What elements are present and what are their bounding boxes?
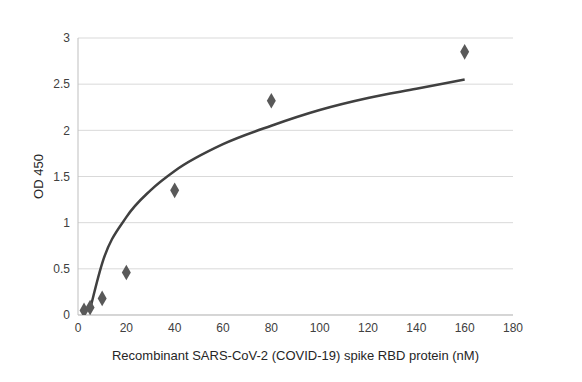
svg-text:120: 120 bbox=[358, 321, 378, 335]
svg-text:60: 60 bbox=[216, 321, 230, 335]
svg-text:140: 140 bbox=[406, 321, 426, 335]
svg-text:100: 100 bbox=[310, 321, 330, 335]
svg-text:2: 2 bbox=[63, 124, 70, 138]
svg-text:Recombinant SARS-CoV-2 (COVID-: Recombinant SARS-CoV-2 (COVID-19) spike … bbox=[112, 348, 479, 363]
svg-text:0: 0 bbox=[63, 308, 70, 322]
svg-text:80: 80 bbox=[265, 321, 279, 335]
svg-text:OD 450: OD 450 bbox=[31, 154, 46, 199]
svg-text:2.5: 2.5 bbox=[53, 77, 70, 91]
svg-text:20: 20 bbox=[120, 321, 134, 335]
svg-text:40: 40 bbox=[168, 321, 182, 335]
svg-text:160: 160 bbox=[455, 321, 475, 335]
svg-text:1: 1 bbox=[63, 216, 70, 230]
svg-text:0.5: 0.5 bbox=[53, 262, 70, 276]
svg-text:180: 180 bbox=[503, 321, 523, 335]
svg-text:1.5: 1.5 bbox=[53, 170, 70, 184]
svg-text:3: 3 bbox=[63, 31, 70, 45]
svg-text:0: 0 bbox=[75, 321, 82, 335]
